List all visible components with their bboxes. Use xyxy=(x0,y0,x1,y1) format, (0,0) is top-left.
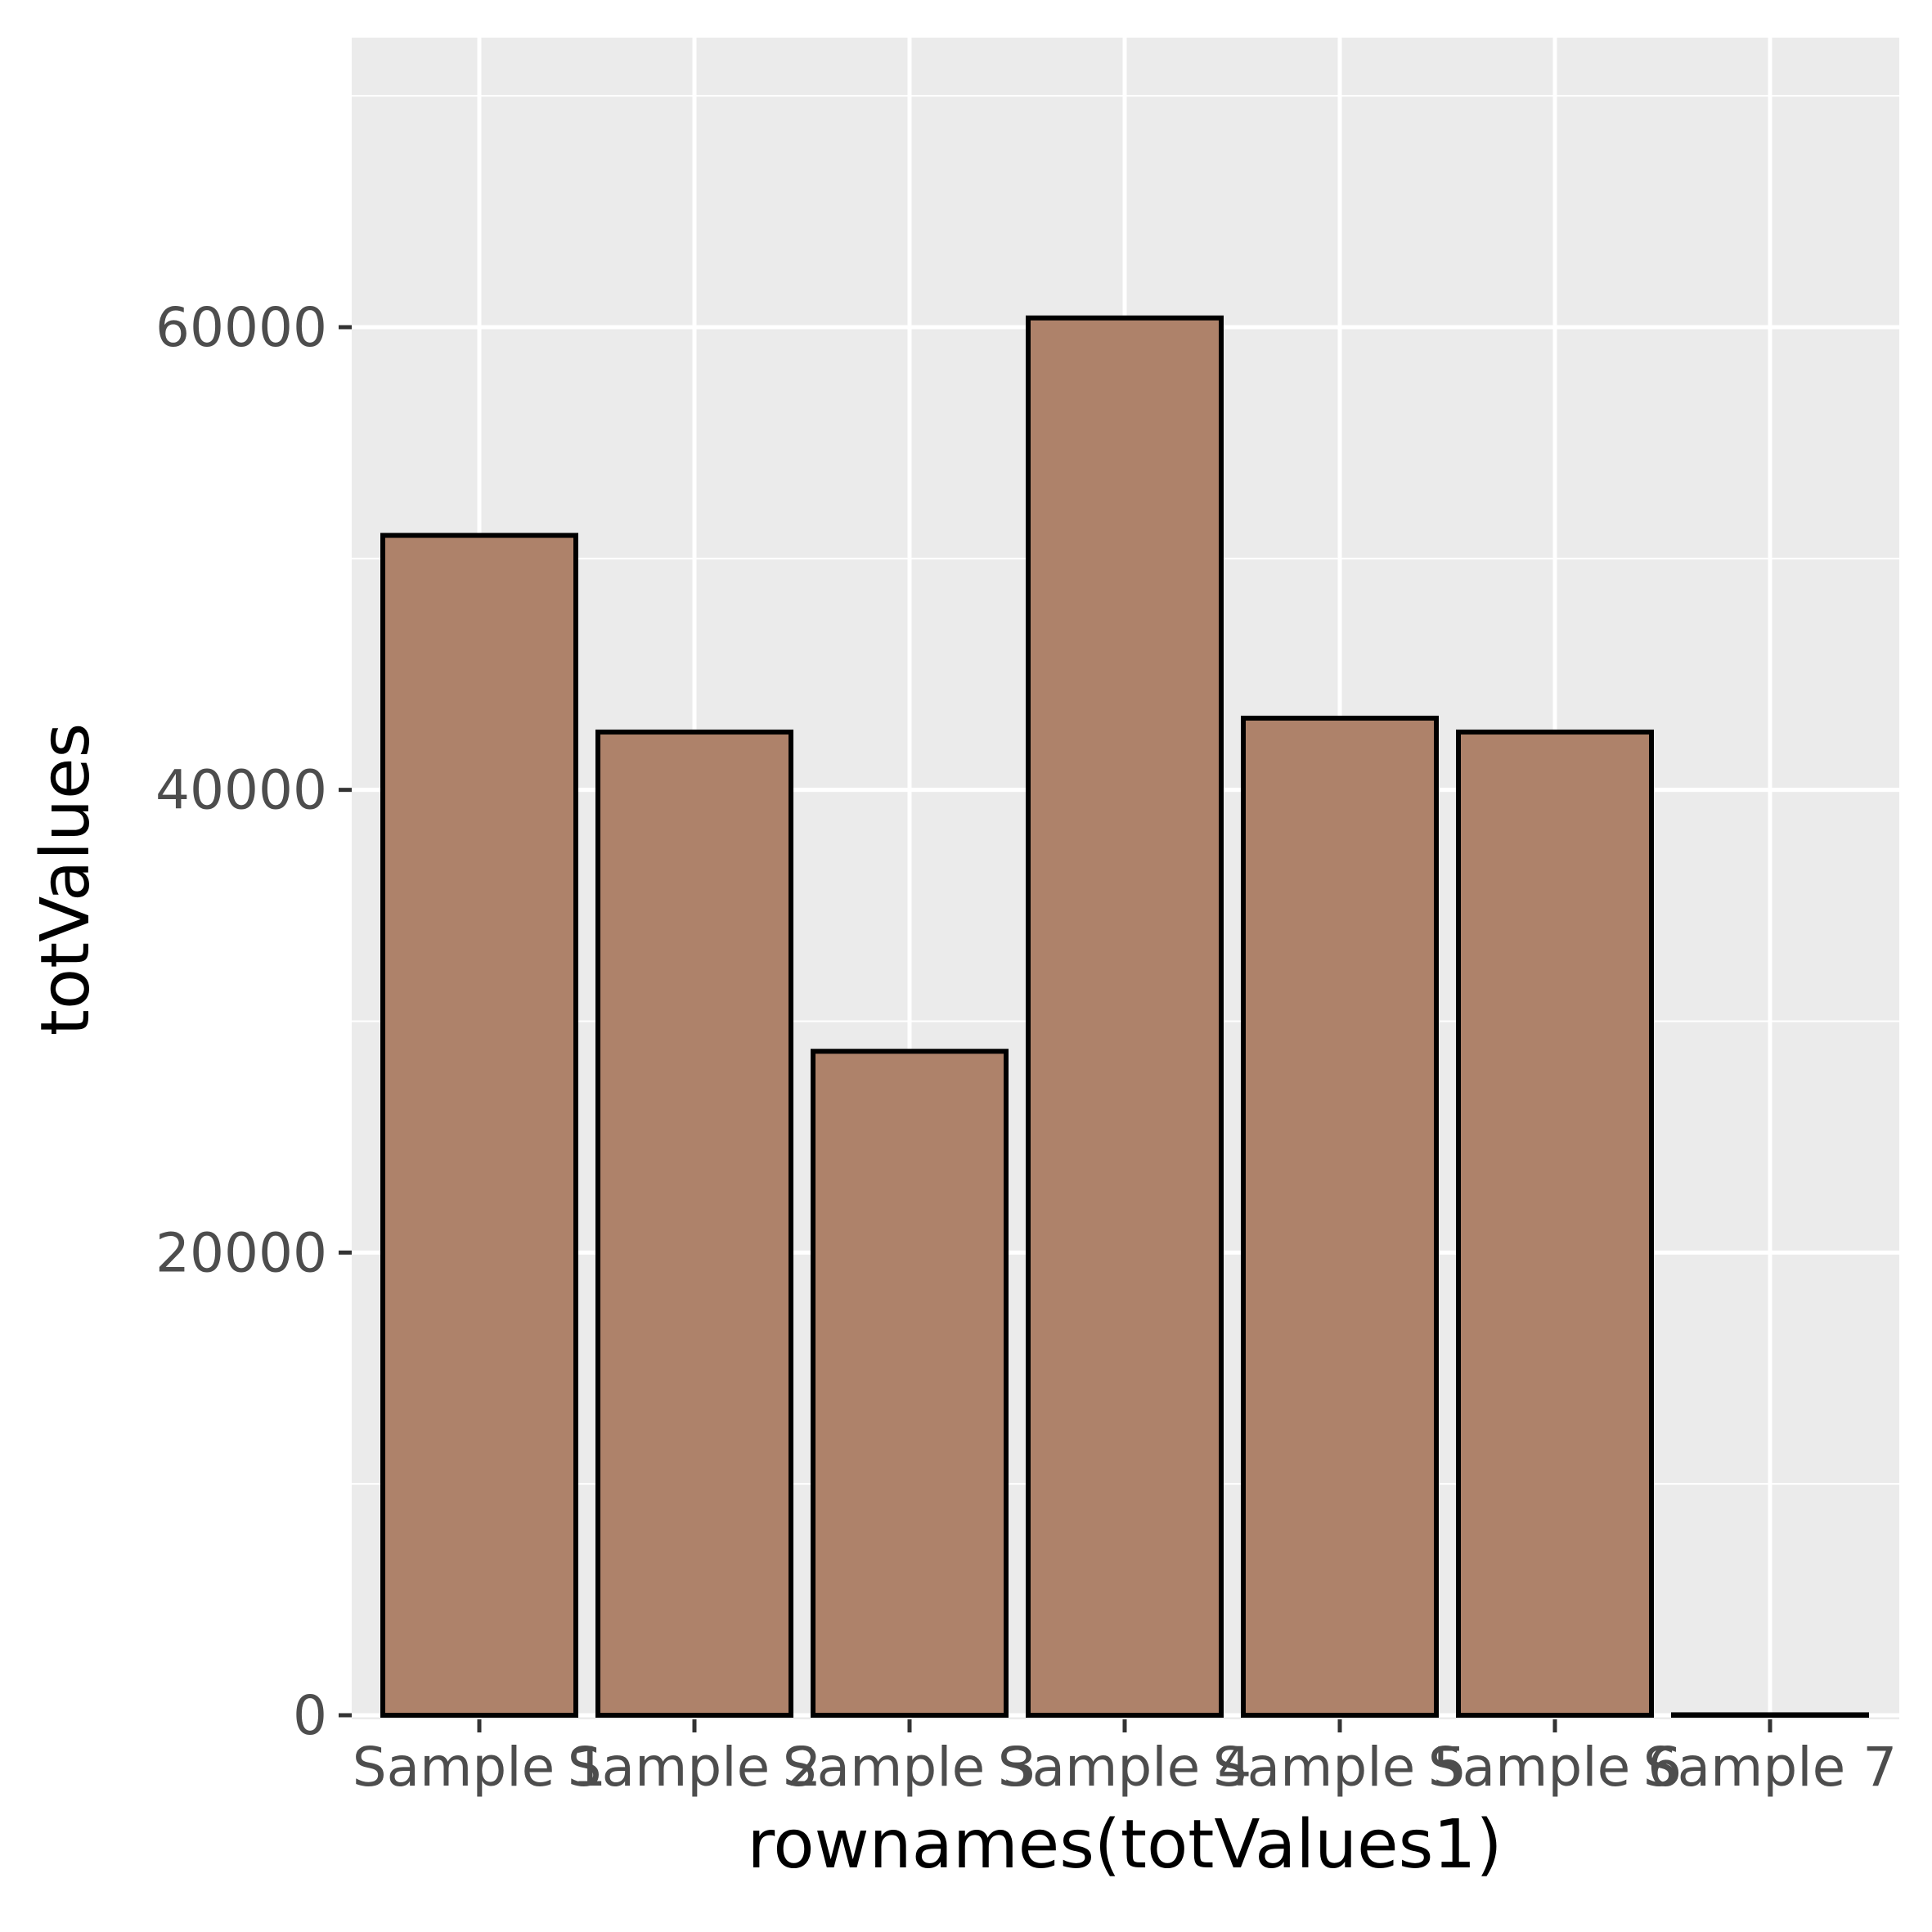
y-axis-title: totValues xyxy=(27,723,105,1036)
bar-7 xyxy=(1671,1712,1869,1718)
x-tick-label: Sample 2 xyxy=(568,1736,821,1799)
y-tick-label: 40000 xyxy=(155,759,327,822)
bar-4 xyxy=(1026,315,1224,1719)
y-axis: 0 20000 40000 60000 xyxy=(155,296,352,1747)
x-axis-title: rownames(totValues1) xyxy=(748,1806,1503,1884)
x-tick-label: Sample 7 xyxy=(1643,1736,1897,1799)
x-tick-label: Sample 4 xyxy=(998,1736,1251,1799)
bar-3 xyxy=(811,1049,1009,1718)
bar-6 xyxy=(1456,729,1654,1718)
x-tick-label: Sample 3 xyxy=(783,1736,1036,1799)
y-tick-label: 60000 xyxy=(155,296,327,359)
x-tick-label: Sample 5 xyxy=(1213,1736,1467,1799)
bars xyxy=(380,315,1869,1719)
x-tick-label: Sample 1 xyxy=(353,1736,606,1799)
y-tick-label: 0 xyxy=(293,1684,327,1747)
bar-2 xyxy=(595,729,793,1718)
bar-5 xyxy=(1241,715,1439,1719)
y-tick-label: 20000 xyxy=(155,1221,327,1284)
bar-1 xyxy=(380,532,578,1718)
x-tick-label: Sample 6 xyxy=(1428,1736,1682,1799)
